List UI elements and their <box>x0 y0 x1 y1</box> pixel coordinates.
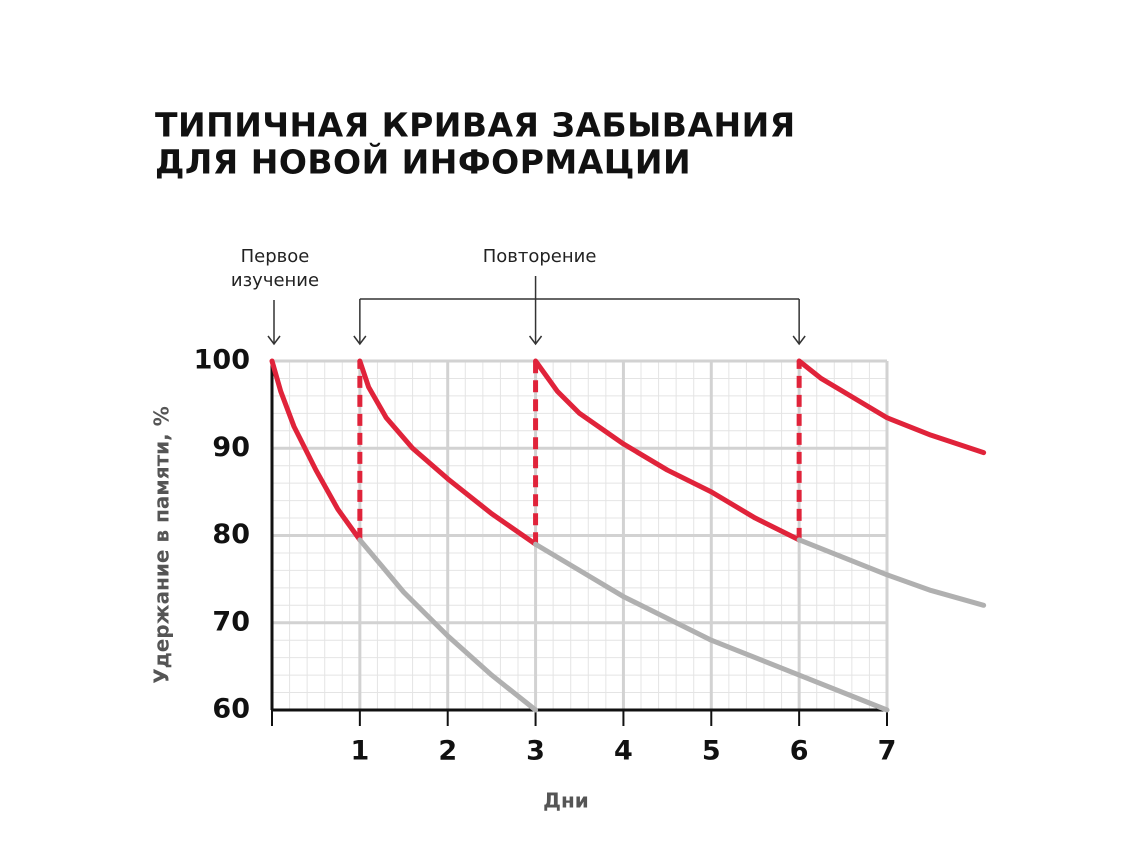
x-tick-label: 1 <box>350 736 369 767</box>
curve <box>357 537 539 713</box>
y-tick-label: 80 <box>212 519 250 550</box>
x-tick-label: 6 <box>790 736 809 767</box>
curve <box>796 537 987 608</box>
x-tick-label: 5 <box>702 736 721 767</box>
curve <box>357 361 802 545</box>
curve <box>357 358 539 547</box>
annotation-text: Первое <box>241 246 310 267</box>
y-tick-label: 90 <box>212 432 250 463</box>
y-tick-label: 70 <box>212 606 250 637</box>
x-axis-label: Дни <box>543 789 589 813</box>
curve <box>796 358 987 456</box>
arrow-head <box>792 335 806 346</box>
arrow-head <box>528 335 543 346</box>
x-tick-label: 7 <box>878 736 897 767</box>
chart-title: ДЛЯ НОВОЙ ИНФОРМАЦИИ <box>155 142 691 182</box>
x-tick-label: 3 <box>526 736 545 767</box>
annotation-text: Повторение <box>483 246 597 267</box>
x-tick-label: 4 <box>614 736 633 767</box>
x-tick-label: 2 <box>438 736 457 767</box>
curve <box>533 358 802 543</box>
y-tick-label: 60 <box>212 694 250 725</box>
annotation-text: изучение <box>231 270 319 291</box>
chart-title: ТИПИЧНАЯ КРИВАЯ ЗАБЫВАНИЯ <box>155 106 796 145</box>
arrow-head <box>267 335 281 346</box>
plot <box>269 358 987 713</box>
y-axis-label: Удержание в памяти, % <box>150 406 174 684</box>
y-tick-label: 100 <box>194 345 250 376</box>
curve <box>533 541 890 713</box>
arrow-head <box>353 335 367 346</box>
curve <box>269 358 363 543</box>
